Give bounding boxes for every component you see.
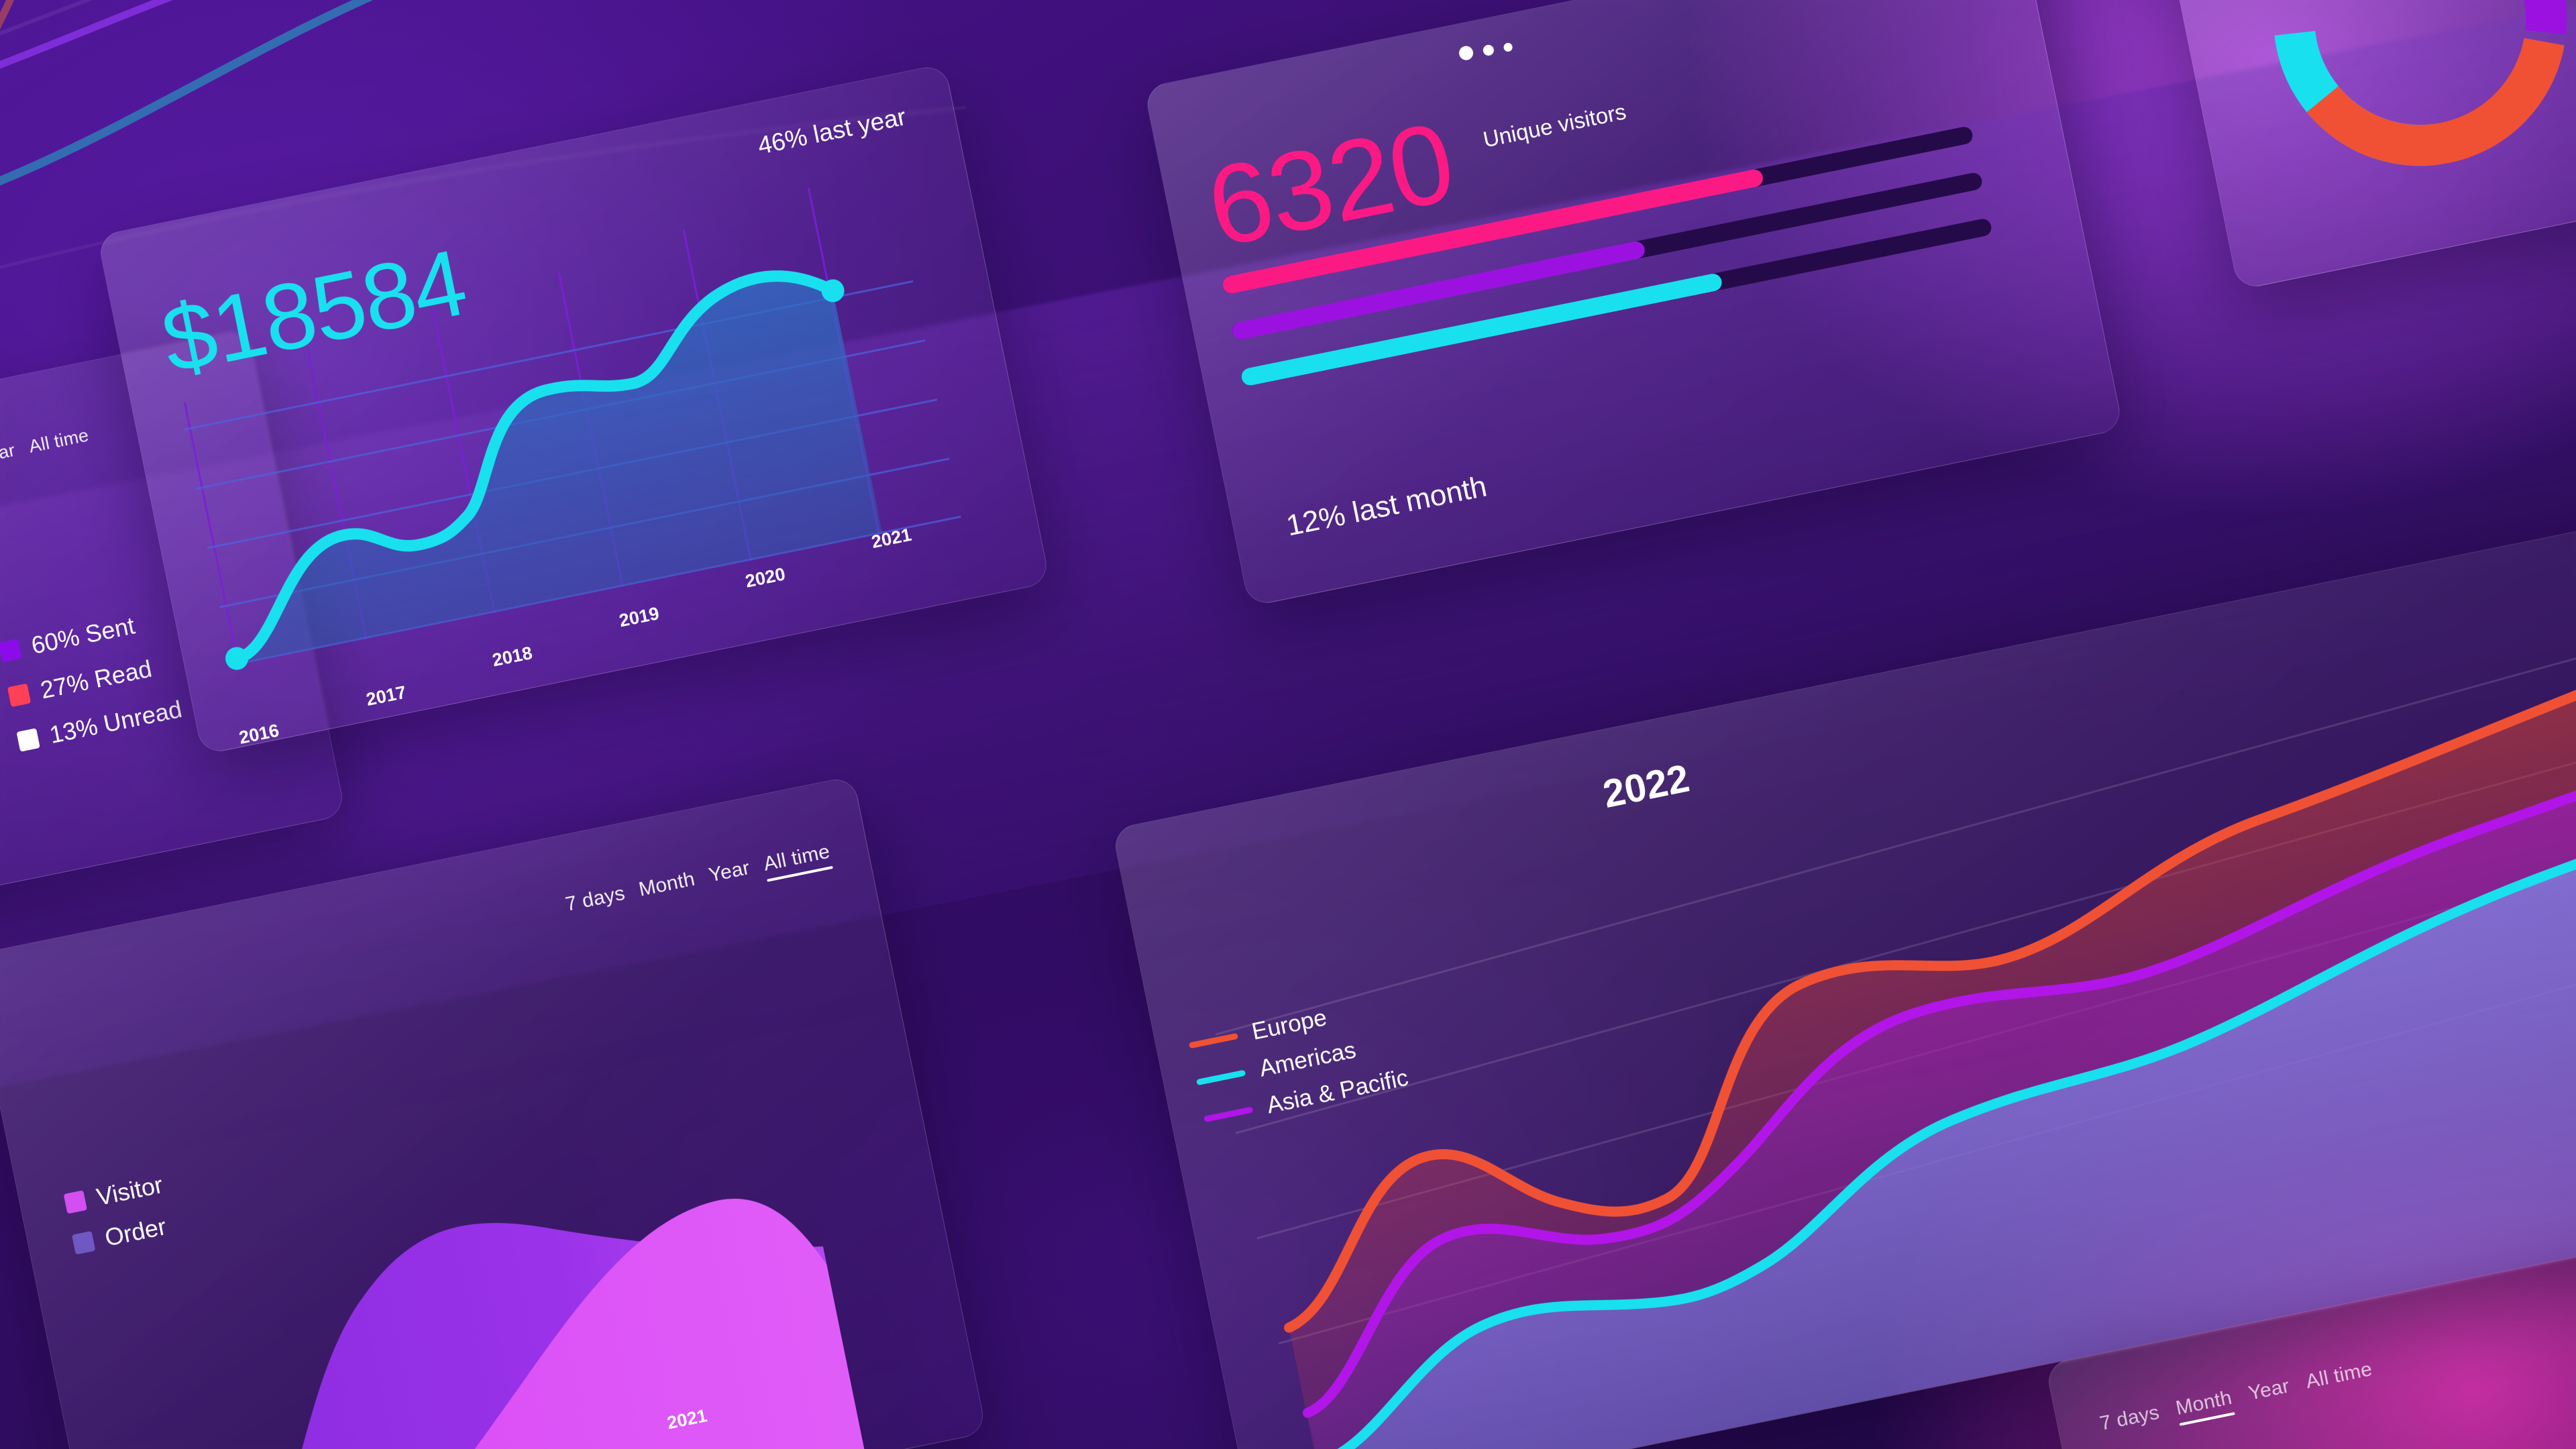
more-horizontal-icon[interactable] (1458, 37, 1513, 62)
regions-area-chart (1215, 645, 2576, 1449)
regions-card: 2022 Europe Americas Asia & Pacific (1112, 527, 2576, 1449)
tab-year[interactable]: Year (2246, 1375, 2292, 1405)
legend-label-sent: 60% Sent (29, 611, 138, 659)
revenue-point-end (821, 279, 845, 303)
donut-segment-orange[interactable] (2271, 0, 2569, 168)
segments-donut (2271, 0, 2569, 168)
email-card-tabs: Month Year All time (0, 425, 92, 486)
revenue-line-chart (183, 187, 961, 670)
email-status-legend: 60% Sent 27% Read 13% Unread (0, 606, 184, 756)
revenue-line (231, 270, 839, 665)
tab-7-days[interactable]: 7 days (564, 881, 627, 916)
americas-line (1315, 828, 2576, 1449)
bottom-right-tabs: 7 days Month Year All time (2098, 1358, 2375, 1442)
revenue-card: $18584 46% last year 2016 (97, 63, 1051, 755)
revenue-area-fill (236, 276, 882, 664)
revenue-comparison: 46% last year (755, 102, 908, 160)
tab-month[interactable]: Month (2174, 1387, 2235, 1426)
legend-label-read: 27% Read (38, 654, 154, 704)
tab-year[interactable]: Year (0, 439, 17, 468)
order-area (325, 1199, 871, 1449)
legend-label-unread: 13% Unread (47, 694, 184, 749)
axis-label-2021: 2021 (665, 1405, 709, 1434)
traffic-card-tabs: 7 days Month Year All time (564, 841, 833, 922)
legend-swatch-sent (0, 639, 22, 663)
europe-line (1283, 669, 2576, 1333)
visitors-label: Unique visitors (1481, 99, 1629, 152)
segments-donut-card (2145, 0, 2576, 290)
tab-all-time[interactable]: All time (27, 425, 91, 457)
americas-area (1320, 833, 2576, 1449)
tab-year[interactable]: Year (706, 856, 752, 887)
tab-month[interactable]: Month (637, 867, 697, 901)
visitors-comparison: 12% last month (1283, 470, 1490, 543)
asia-pacific-line (1302, 765, 2576, 1418)
tab-all-time[interactable]: All time (761, 841, 833, 882)
revenue-point-start (225, 647, 248, 670)
legend-swatch-unread (16, 728, 40, 752)
donut-segment-cyan[interactable] (2271, 0, 2569, 168)
tab-7-days[interactable]: 7 days (2098, 1401, 2161, 1435)
traffic-card: 7 days Month Year All time Visitor Order (0, 775, 987, 1449)
tab-all-time[interactable]: All time (2304, 1358, 2374, 1393)
visitor-order-area-chart (217, 1199, 871, 1449)
legend-swatch-read (7, 683, 32, 708)
